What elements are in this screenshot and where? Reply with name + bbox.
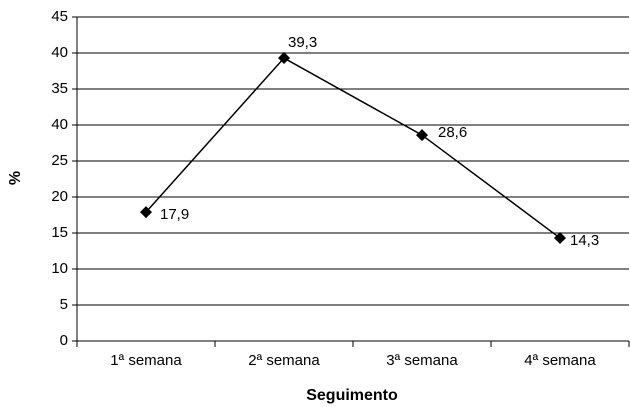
data-label: 17,9 — [160, 206, 189, 223]
y-tick-label: 25 — [51, 152, 68, 169]
x-tick-label: 1ª semana — [110, 352, 182, 369]
y-tick-label: 45 — [51, 8, 68, 25]
data-label: 14,3 — [570, 232, 599, 249]
y-tick-label: 20 — [51, 188, 68, 205]
x-axis-label: Seguimento — [306, 387, 398, 404]
marker — [140, 206, 152, 219]
marker — [554, 232, 566, 245]
y-tick-label: 5 — [60, 296, 68, 313]
x-tick-label: 3ª semana — [386, 352, 458, 369]
marker — [416, 129, 428, 142]
line — [145, 57, 561, 239]
y-axis-label: % — [7, 171, 24, 185]
y-tick-label: 0 — [60, 332, 68, 349]
y-tick-label: 40 — [51, 116, 68, 133]
x-tick-label: 4ª semana — [524, 352, 596, 369]
data-label: 39,3 — [288, 34, 317, 51]
y-tick-label: 15 — [51, 224, 68, 241]
y-tick-label: 40 — [51, 44, 68, 61]
x-tick-label: 2ª semana — [248, 352, 320, 369]
marker — [278, 52, 290, 65]
y-tick-label: 35 — [51, 80, 68, 97]
data-label: 28,6 — [438, 124, 467, 141]
y-tick-label: 10 — [51, 260, 68, 277]
